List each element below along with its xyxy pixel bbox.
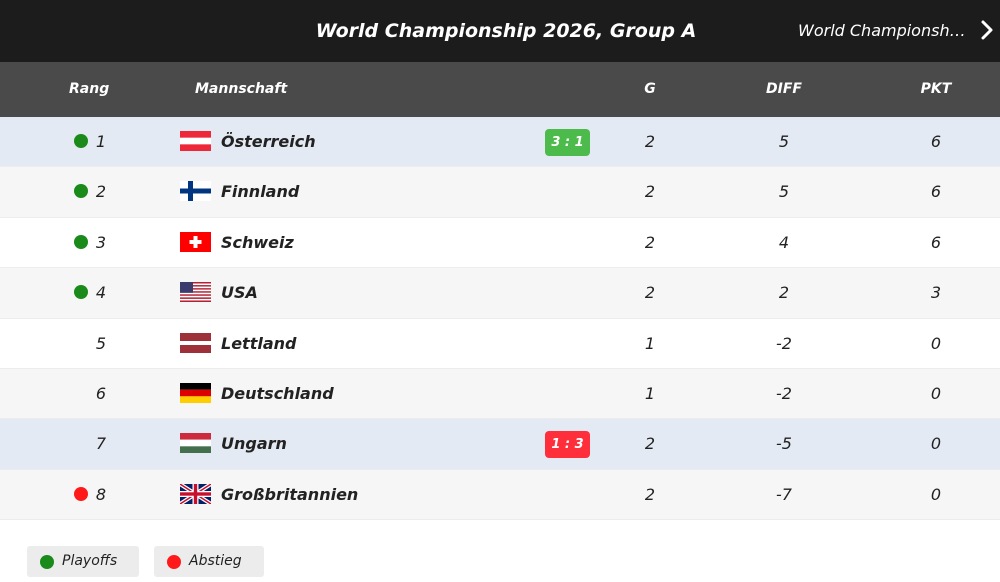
games-cell: 2 [644, 132, 656, 151]
playoffs-legend-dot [40, 555, 54, 569]
rank-cell: 1 [95, 132, 107, 151]
great-britain-flag-icon [180, 483, 211, 504]
column-header-games: G [644, 81, 656, 97]
playoffs-status-dot [74, 285, 88, 300]
games-cell: 2 [644, 484, 656, 504]
games-cell: 1 [644, 333, 656, 353]
competition-selector[interactable]: World Championship 2026 [798, 21, 970, 40]
rank-cell: 6 [95, 383, 107, 403]
match-score-badge[interactable]: 3 : 1 [545, 129, 590, 156]
team-name[interactable]: USA [221, 283, 258, 303]
table-row[interactable]: 6 Deutschland 1 -2 0 [0, 368, 1000, 420]
diff-cell: -7 [776, 484, 792, 504]
diff-cell: -5 [776, 434, 792, 454]
rank-cell: 8 [95, 484, 107, 504]
rank-cell: 5 [95, 333, 107, 353]
points-cell: 6 [930, 132, 942, 151]
games-cell: 2 [644, 182, 656, 202]
legend-label: Abstieg [189, 553, 242, 569]
switzerland-flag-icon [180, 231, 211, 252]
diff-cell: 5 [778, 132, 790, 151]
games-cell: 1 [644, 383, 656, 403]
legend-label: Playoffs [62, 553, 118, 569]
table-row[interactable]: 1 Österreich 3 : 1 2 5 6 [0, 117, 1000, 168]
chevron-right-icon[interactable] [976, 17, 998, 43]
column-header-diff: DIFF [766, 81, 802, 97]
points-cell: 3 [930, 283, 942, 303]
points-cell: 6 [930, 232, 942, 252]
rank-cell: 4 [95, 283, 107, 303]
column-header-rank: Rang [69, 81, 110, 97]
team-name[interactable]: Deutschland [221, 383, 334, 403]
diff-cell: 5 [778, 182, 790, 202]
latvia-flag-icon [180, 332, 211, 353]
table-row[interactable]: 3 Schweiz 2 4 6 [0, 218, 1000, 269]
points-cell: 0 [930, 484, 942, 504]
table-row[interactable]: 2 Finnland 2 5 6 [0, 167, 1000, 218]
table-row[interactable]: 5 Lettland 1 -2 0 [0, 319, 1000, 369]
team-name[interactable]: Finnland [221, 182, 300, 202]
table-header: Rang Mannschaft G DIFF PKT [0, 62, 1000, 117]
team-name[interactable]: Österreich [221, 132, 316, 151]
legend-item-abstieg: Abstieg [154, 546, 264, 577]
games-cell: 2 [644, 283, 656, 303]
points-cell: 0 [930, 434, 942, 454]
diff-cell: -2 [776, 333, 792, 353]
playoffs-status-dot [74, 134, 88, 148]
abstieg-status-dot [74, 486, 88, 501]
usa-flag-icon [180, 282, 211, 303]
rank-cell: 2 [95, 182, 107, 202]
points-cell: 0 [930, 333, 942, 353]
team-name[interactable]: Großbritannien [221, 484, 359, 504]
playoffs-status-dot [74, 184, 88, 199]
games-cell: 2 [644, 434, 656, 454]
table-row[interactable]: 4 USA 2 2 3 [0, 268, 1000, 319]
diff-cell: 4 [778, 232, 790, 252]
abstieg-legend-dot [167, 555, 181, 569]
hungary-flag-icon [180, 433, 211, 454]
germany-flag-icon [180, 382, 211, 403]
games-cell: 2 [644, 232, 656, 252]
team-name[interactable]: Schweiz [221, 232, 294, 252]
column-header-points: PKT [920, 81, 952, 97]
diff-cell: 2 [778, 283, 790, 303]
team-name[interactable]: Lettland [221, 333, 297, 353]
competition-header: World Championship 2026, Group A World C… [0, 0, 1000, 62]
column-header-team: Mannschaft [195, 81, 288, 97]
rank-cell: 7 [95, 434, 107, 454]
legend-item-playoffs: Playoffs [27, 546, 139, 577]
austria-flag-icon [180, 131, 211, 151]
finland-flag-icon [180, 181, 211, 202]
table-row[interactable]: 8 Großbritannien 2 -7 0 [0, 469, 1000, 521]
page-title: World Championship 2026, Group A [315, 20, 697, 42]
rank-cell: 3 [95, 232, 107, 252]
diff-cell: -2 [776, 383, 792, 403]
table-row[interactable]: 7 Ungarn 1 : 3 2 -5 0 [0, 419, 1000, 470]
points-cell: 6 [930, 182, 942, 202]
team-name[interactable]: Ungarn [221, 434, 287, 454]
standings-table: 1 Österreich 3 : 1 2 5 6 2 Finnland 2 5 6 3 Schweiz 2… [0, 117, 1000, 521]
playoffs-status-dot [74, 234, 88, 249]
match-score-badge[interactable]: 1 : 3 [545, 431, 590, 459]
points-cell: 0 [930, 383, 942, 403]
